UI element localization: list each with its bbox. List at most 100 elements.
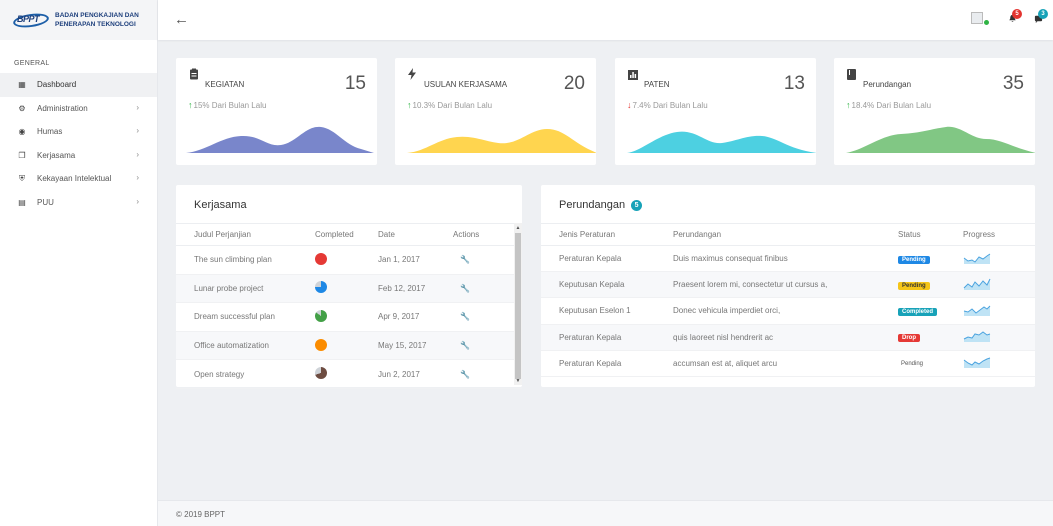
copy-icon: ❐ [18, 150, 26, 160]
cell-actions: 🔧 [453, 245, 522, 275]
wrench-icon[interactable]: 🔧 [460, 341, 470, 351]
column-header[interactable]: Actions [453, 223, 522, 246]
cell-title: Lunar probe project [176, 274, 315, 304]
scroll-down-icon[interactable]: ▼ [515, 378, 521, 384]
clipboard-icon [189, 68, 199, 90]
arrow-left-icon[interactable]: ← [174, 11, 189, 28]
cell-date: Jan 1, 2017 [378, 245, 453, 275]
cell-jenis: Keputusan Eselon 1 [541, 297, 673, 325]
stat-value: 13 [783, 73, 805, 94]
brand[interactable]: BPPT BADAN PENGKAJIAN DAN PENERAPAN TEKN… [0, 0, 157, 40]
table-row[interactable]: Office automatization May 15, 2017 🔧 [176, 331, 522, 361]
sidebar: BPPT BADAN PENGKAJIAN DAN PENERAPAN TEKN… [0, 0, 158, 526]
status-badge: Drop [898, 334, 920, 343]
table-row[interactable]: Keputusan Eselon 1 Donec vehicula imperdi… [541, 297, 1035, 325]
table-row[interactable]: Lunar probe project Feb 12, 2017 🔧 [176, 274, 522, 304]
table-row[interactable]: Dream successful plan Apr 9, 2017 🔧 [176, 302, 522, 332]
cell-date: Jun 2, 2017 [378, 359, 453, 389]
chevron-right-icon: › [136, 102, 139, 112]
table-row[interactable]: The sun climbing plan Jan 1, 2017 🔧 [176, 245, 522, 275]
sidebar-item-kerjasama[interactable]: ❐ Kerjasama › [0, 144, 157, 168]
column-header[interactable]: Date [378, 223, 453, 246]
stat-card-paten[interactable]: PATEN 13 ↓7.4% Dari Bulan Lalu [615, 58, 816, 165]
table-row[interactable]: Peraturan Kepala quis laoreet nisl hendre… [541, 324, 1035, 351]
chevron-right-icon: › [136, 173, 139, 182]
cell-date: Feb 12, 2017 [378, 274, 453, 304]
cell-actions: 🔧 [453, 302, 522, 332]
column-header[interactable]: Status [898, 223, 963, 246]
column-header[interactable]: Judul Perjanjian [176, 223, 315, 246]
progress-sparkline [963, 278, 991, 290]
grid-icon: ▦ [18, 80, 26, 90]
wrench-icon[interactable]: 🔧 [460, 255, 470, 265]
sidebar-item-label: Humas [37, 127, 63, 137]
cell-progress [963, 350, 1035, 377]
count-badge: 5 [631, 200, 643, 211]
progress-pie [315, 367, 327, 380]
wrench-icon[interactable]: 🔧 [460, 312, 470, 322]
cell-status: Drop [898, 324, 963, 351]
cell-status: Pending [898, 350, 963, 377]
perundangan-panel: Perundangan 5 Jenis Peraturan Perundangan… [541, 185, 1035, 387]
cell-completed [315, 245, 378, 275]
sidebar-item-label: PUU [37, 197, 54, 207]
scrollbar-thumb[interactable] [515, 233, 521, 379]
status-badge: Completed [898, 307, 938, 316]
topbar: ← 5 3 [158, 0, 1053, 40]
scroll-up-icon[interactable]: ▲ [515, 225, 521, 231]
cell-status: Pending [898, 245, 963, 273]
table-row[interactable]: Peraturan Kepala accumsan est at, aliquet… [541, 350, 1035, 377]
notification-count-badge: 5 [1012, 9, 1022, 19]
stat-change: ↑10.3% Dari Bulan Lalu [407, 100, 493, 110]
progress-sparkline [963, 331, 991, 343]
cell-perundangan: Donec vehicula imperdiet orci, [673, 297, 898, 325]
stat-card-kegiatan[interactable]: KEGIATAN 15 ↑15% Dari Bulan Lalu [176, 58, 377, 165]
bolt-icon [408, 68, 418, 90]
cell-actions: 🔧 [453, 331, 522, 361]
message-count-badge: 3 [1038, 9, 1048, 19]
sparkline-area-chart [846, 126, 1035, 153]
stat-change: ↓7.4% Dari Bulan Lalu [627, 100, 708, 110]
column-header[interactable]: Perundangan [673, 223, 898, 246]
progress-sparkline [963, 357, 991, 369]
sidebar-item-humas[interactable]: ◉ Humas › [0, 120, 157, 144]
sidebar-item-puu[interactable]: ▤ PUU › [0, 191, 157, 215]
sidebar-item-administration[interactable]: ⚙ Administration › [0, 97, 157, 121]
arrow-up-icon: ↑ [846, 100, 851, 110]
progress-pie [315, 309, 327, 322]
column-header[interactable]: Completed [315, 223, 378, 246]
cell-progress [963, 245, 1035, 273]
sidebar-item-dashboard[interactable]: ▦ Dashboard [0, 73, 157, 97]
table-row[interactable]: Open strategy Jun 2, 2017 🔧 [176, 359, 522, 389]
stat-value: 20 [563, 73, 585, 94]
footer: © 2019 BPPT [158, 500, 1053, 526]
sidebar-item-label: Kekayaan Intelektual [37, 174, 112, 184]
stat-title: PATEN [644, 80, 670, 89]
sidebar-item-kekayaan-intelektual[interactable]: ⛨ Kekayaan Intelektual › [0, 167, 157, 191]
stat-card-usulan-kerjasama[interactable]: USULAN KERJASAMA 20 ↑10.3% Dari Bulan Lalu [395, 58, 596, 165]
cell-perundangan: Praesent lorem mi, consectetur ut cursus… [673, 271, 898, 299]
column-header[interactable]: Jenis Peraturan [541, 223, 673, 246]
column-header[interactable]: Progress [963, 223, 1035, 246]
stat-title: Perundangan [863, 80, 912, 89]
wrench-icon[interactable]: 🔧 [460, 369, 470, 379]
chevron-right-icon: › [136, 149, 139, 159]
status-badge: Pending [901, 361, 924, 368]
progress-pie [315, 281, 327, 294]
status-badge: Pending [898, 281, 930, 290]
cell-progress [963, 271, 1035, 299]
table-row[interactable]: Peraturan Kepala Duis maximus consequat f… [541, 245, 1035, 273]
sparkline-area-chart [186, 126, 374, 153]
wrench-icon[interactable]: 🔧 [460, 283, 470, 293]
cell-jenis: Peraturan Kepala [541, 245, 673, 273]
chart-icon [628, 70, 638, 90]
sidebar-menu: ▦ Dashboard ⚙ Administration › ◉ Humas › ❐ Kerjas… [0, 73, 157, 214]
progress-pie [315, 252, 327, 265]
menu-section-title: GENERAL [14, 60, 50, 67]
stat-card-perundangan[interactable]: Perundangan 35 ↑18.4% Dari Bulan Lalu [834, 58, 1035, 165]
stat-change: ↑18.4% Dari Bulan Lalu [846, 100, 932, 110]
book-icon [847, 69, 857, 90]
cell-completed [315, 359, 378, 389]
avatar[interactable] [971, 12, 983, 24]
table-row[interactable]: Keputusan Kepala Praesent lorem mi, conse… [541, 271, 1035, 299]
